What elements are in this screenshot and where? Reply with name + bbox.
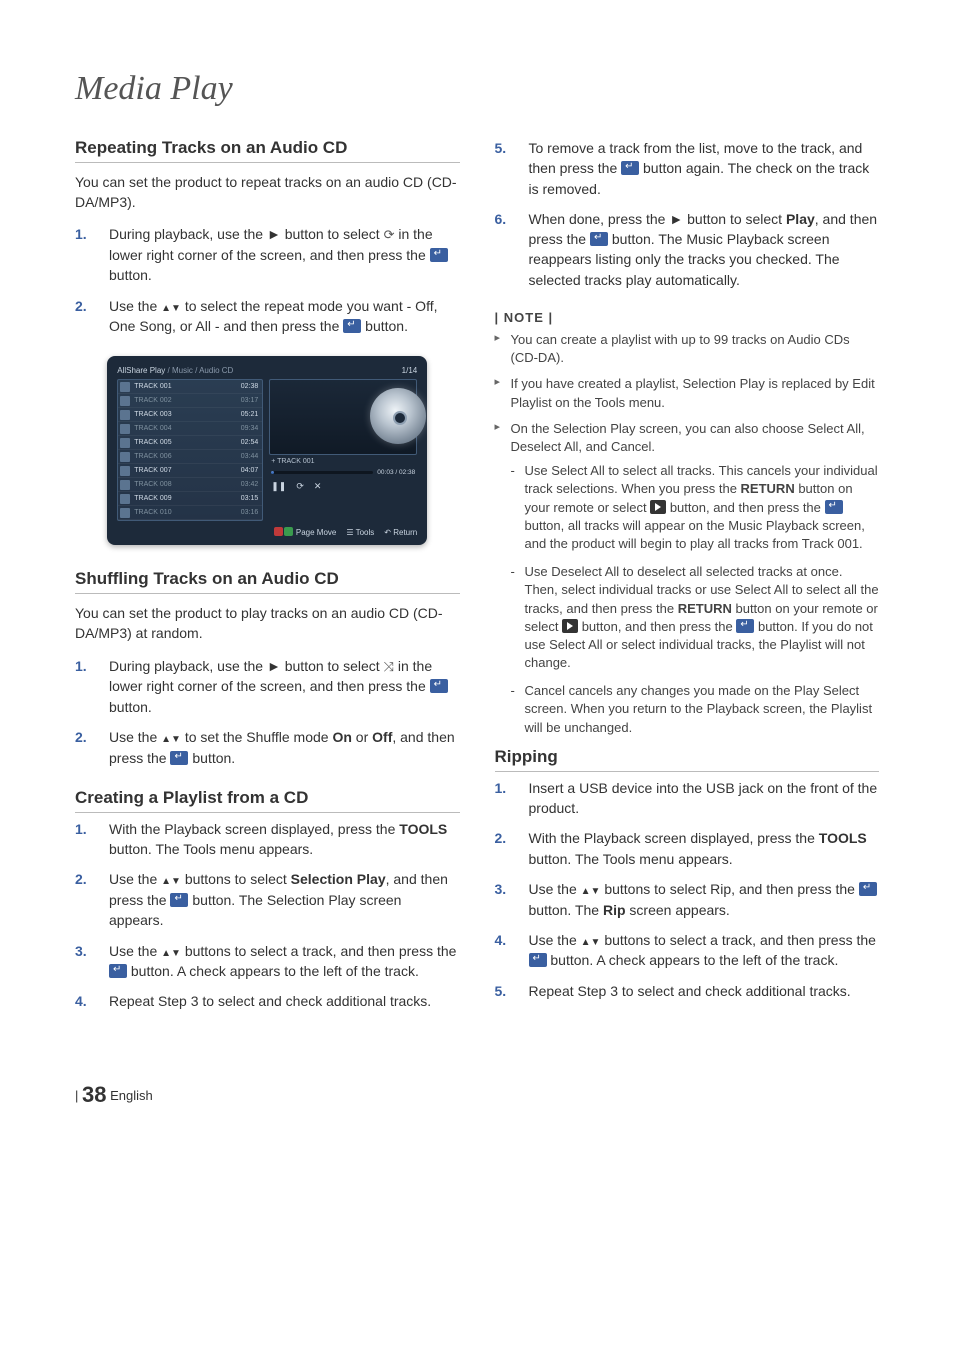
player-track-row: TRACK 01003:16	[118, 506, 262, 520]
step-item: With the Playback screen displayed, pres…	[75, 819, 460, 860]
player-track-row: TRACK 00305:21	[118, 408, 262, 422]
player-track-list: TRACK 00102:38TRACK 00203:17TRACK 00305:…	[117, 379, 263, 521]
shuffle-icon: ⤨	[384, 658, 394, 677]
step-item: Repeat Step 3 to select and check additi…	[495, 981, 880, 1001]
page-number: 38	[82, 1082, 106, 1107]
enter-icon	[859, 882, 877, 896]
player-track-row: TRACK 00603:44	[118, 450, 262, 464]
step-item: Use the ▲▼ buttons to select Selection P…	[75, 869, 460, 930]
step-item: During playback, use the ► button to sel…	[75, 224, 460, 285]
step-item: Use the ▲▼ buttons to select a track, an…	[495, 930, 880, 971]
heading-ripping: Ripping	[495, 747, 880, 772]
player-elapsed: 00:03 / 02:38	[377, 469, 415, 476]
player-header: AllShare Play / Music / Audio CD 1/14	[117, 366, 417, 375]
steps-shuffling: During playback, use the ► button to sel…	[75, 656, 460, 768]
step-item: Repeat Step 3 to select and check additi…	[75, 991, 460, 1011]
intro-repeating: You can set the product to repeat tracks…	[75, 173, 460, 212]
right-column: To remove a track from the list, move to…	[495, 138, 880, 1032]
enter-icon	[590, 232, 608, 246]
subnote-item: Use Select All to select all tracks. Thi…	[511, 462, 880, 553]
player-track-row: TRACK 00409:34	[118, 422, 262, 436]
player-footer: Page Move ☰ Tools ↶ Return	[117, 527, 417, 537]
enter-icon	[430, 679, 448, 693]
tools-icon: ☰	[346, 528, 353, 537]
step-item: Use the ▲▼ buttons to select Rip, and th…	[495, 879, 880, 920]
play-icon	[650, 500, 666, 514]
track-icon	[120, 508, 130, 518]
track-icon	[120, 480, 130, 490]
step-item: Use the ▲▼ to select the repeat mode you…	[75, 296, 460, 337]
player-disc-area	[269, 379, 417, 455]
note-heading: | NOTE |	[495, 310, 880, 325]
heading-shuffling: Shuffling Tracks on an Audio CD	[75, 569, 460, 594]
steps-creating-playlist-cont: To remove a track from the list, move to…	[495, 138, 880, 290]
play-icon	[562, 619, 578, 633]
enter-icon	[825, 500, 843, 514]
player-track-row: TRACK 00502:54	[118, 436, 262, 450]
disc-icon	[370, 388, 426, 444]
track-icon	[120, 452, 130, 462]
step-item: Use the ▲▼ buttons to select a track, an…	[75, 941, 460, 982]
page-title: Media Play	[75, 70, 879, 108]
repeat-icon: ⟳	[296, 481, 304, 492]
track-icon	[120, 396, 130, 406]
player-track-row: TRACK 00102:38	[118, 380, 262, 394]
track-icon	[120, 410, 130, 420]
page-footer: | 38 English	[75, 1082, 879, 1108]
pause-icon: ❚❚	[271, 481, 286, 492]
enter-icon	[109, 964, 127, 978]
player-track-row: TRACK 00203:17	[118, 394, 262, 408]
shuffle-icon: ✕	[314, 481, 322, 492]
note-item: You can create a playlist with up to 99 …	[495, 331, 880, 367]
key-b-icon	[274, 527, 283, 536]
enter-icon	[621, 161, 639, 175]
note-item: If you have created a playlist, Selectio…	[495, 375, 880, 411]
step-item: Use the ▲▼ to set the Shuffle mode On or…	[75, 727, 460, 768]
subnote-item: Cancel cancels any changes you made on t…	[511, 682, 880, 737]
notes-list: You can create a playlist with up to 99 …	[495, 331, 880, 737]
player-controls: ❚❚ ⟳ ✕	[269, 477, 417, 496]
track-icon	[120, 382, 130, 392]
player-progress: 00:03 / 02:38	[269, 468, 417, 477]
key-c-icon	[284, 527, 293, 536]
intro-shuffling: You can set the product to play tracks o…	[75, 604, 460, 643]
track-icon	[120, 438, 130, 448]
player-track-count: 1/14	[402, 366, 418, 375]
enter-icon	[736, 619, 754, 633]
left-column: Repeating Tracks on an Audio CD You can …	[75, 138, 460, 1032]
step-item: With the Playback screen displayed, pres…	[495, 828, 880, 869]
player-track-row: TRACK 00704:07	[118, 464, 262, 478]
steps-repeating: During playback, use the ► button to sel…	[75, 224, 460, 336]
return-icon: ↶	[384, 528, 391, 537]
steps-creating-playlist: With the Playback screen displayed, pres…	[75, 819, 460, 1012]
subnote-item: Use Deselect All to deselect all selecte…	[511, 563, 880, 672]
player-now-playing: + TRACK 001	[269, 455, 417, 468]
two-column-layout: Repeating Tracks on an Audio CD You can …	[75, 138, 879, 1032]
heading-repeating: Repeating Tracks on an Audio CD	[75, 138, 460, 163]
player-track-row: TRACK 00903:15	[118, 492, 262, 506]
player-track-row: TRACK 00803:42	[118, 478, 262, 492]
enter-icon	[343, 319, 361, 333]
track-icon	[120, 424, 130, 434]
heading-creating-playlist: Creating a Playlist from a CD	[75, 788, 460, 813]
enter-icon	[529, 953, 547, 967]
note-sublist: Use Select All to select all tracks. Thi…	[511, 462, 880, 737]
step-item: During playback, use the ► button to sel…	[75, 656, 460, 717]
track-icon	[120, 466, 130, 476]
enter-icon	[170, 751, 188, 765]
player-screenshot: AllShare Play / Music / Audio CD 1/14 TR…	[107, 356, 427, 545]
player-breadcrumb: AllShare Play / Music / Audio CD	[117, 366, 233, 375]
step-item: When done, press the ► button to select …	[495, 209, 880, 290]
repeat-icon: ⟳	[384, 226, 395, 245]
note-item: On the Selection Play screen, you can al…	[495, 420, 880, 737]
step-item: To remove a track from the list, move to…	[495, 138, 880, 199]
steps-ripping: Insert a USB device into the USB jack on…	[495, 778, 880, 1001]
step-item: Insert a USB device into the USB jack on…	[495, 778, 880, 819]
enter-icon	[430, 248, 448, 262]
enter-icon	[170, 893, 188, 907]
track-icon	[120, 494, 130, 504]
